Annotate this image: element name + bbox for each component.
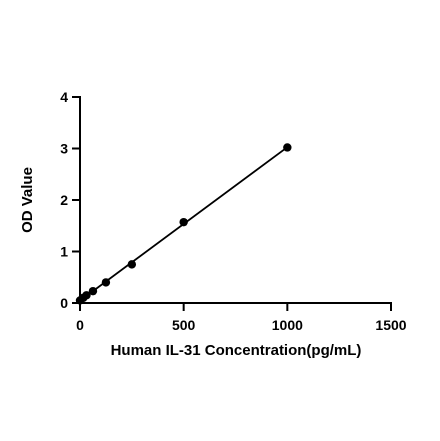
data-point xyxy=(101,278,111,287)
axes xyxy=(79,96,392,304)
data-point xyxy=(88,286,98,296)
data-point xyxy=(283,143,292,152)
y-tick-label: 0 xyxy=(60,295,68,311)
data-point xyxy=(179,217,188,227)
data-point xyxy=(127,260,137,269)
y-tick-label: 3 xyxy=(60,141,68,157)
x-axis-title: Human IL-31 Concentration(pg/mL) xyxy=(111,342,362,359)
x-tick-label: 0 xyxy=(76,317,84,333)
y-tick-label: 1 xyxy=(60,244,68,260)
data-points xyxy=(75,143,292,305)
data-point xyxy=(82,291,91,300)
y-axis-title: OD Value xyxy=(19,167,36,233)
ticks: 0 500 1000 1500 0 1 2 3 4 xyxy=(60,89,407,333)
x-tick-label: 1000 xyxy=(272,317,303,333)
x-tick-label: 500 xyxy=(172,317,196,333)
x-tick-label: 1500 xyxy=(375,317,406,333)
y-tick-label: 2 xyxy=(60,192,68,208)
y-tick-label: 4 xyxy=(60,89,68,105)
